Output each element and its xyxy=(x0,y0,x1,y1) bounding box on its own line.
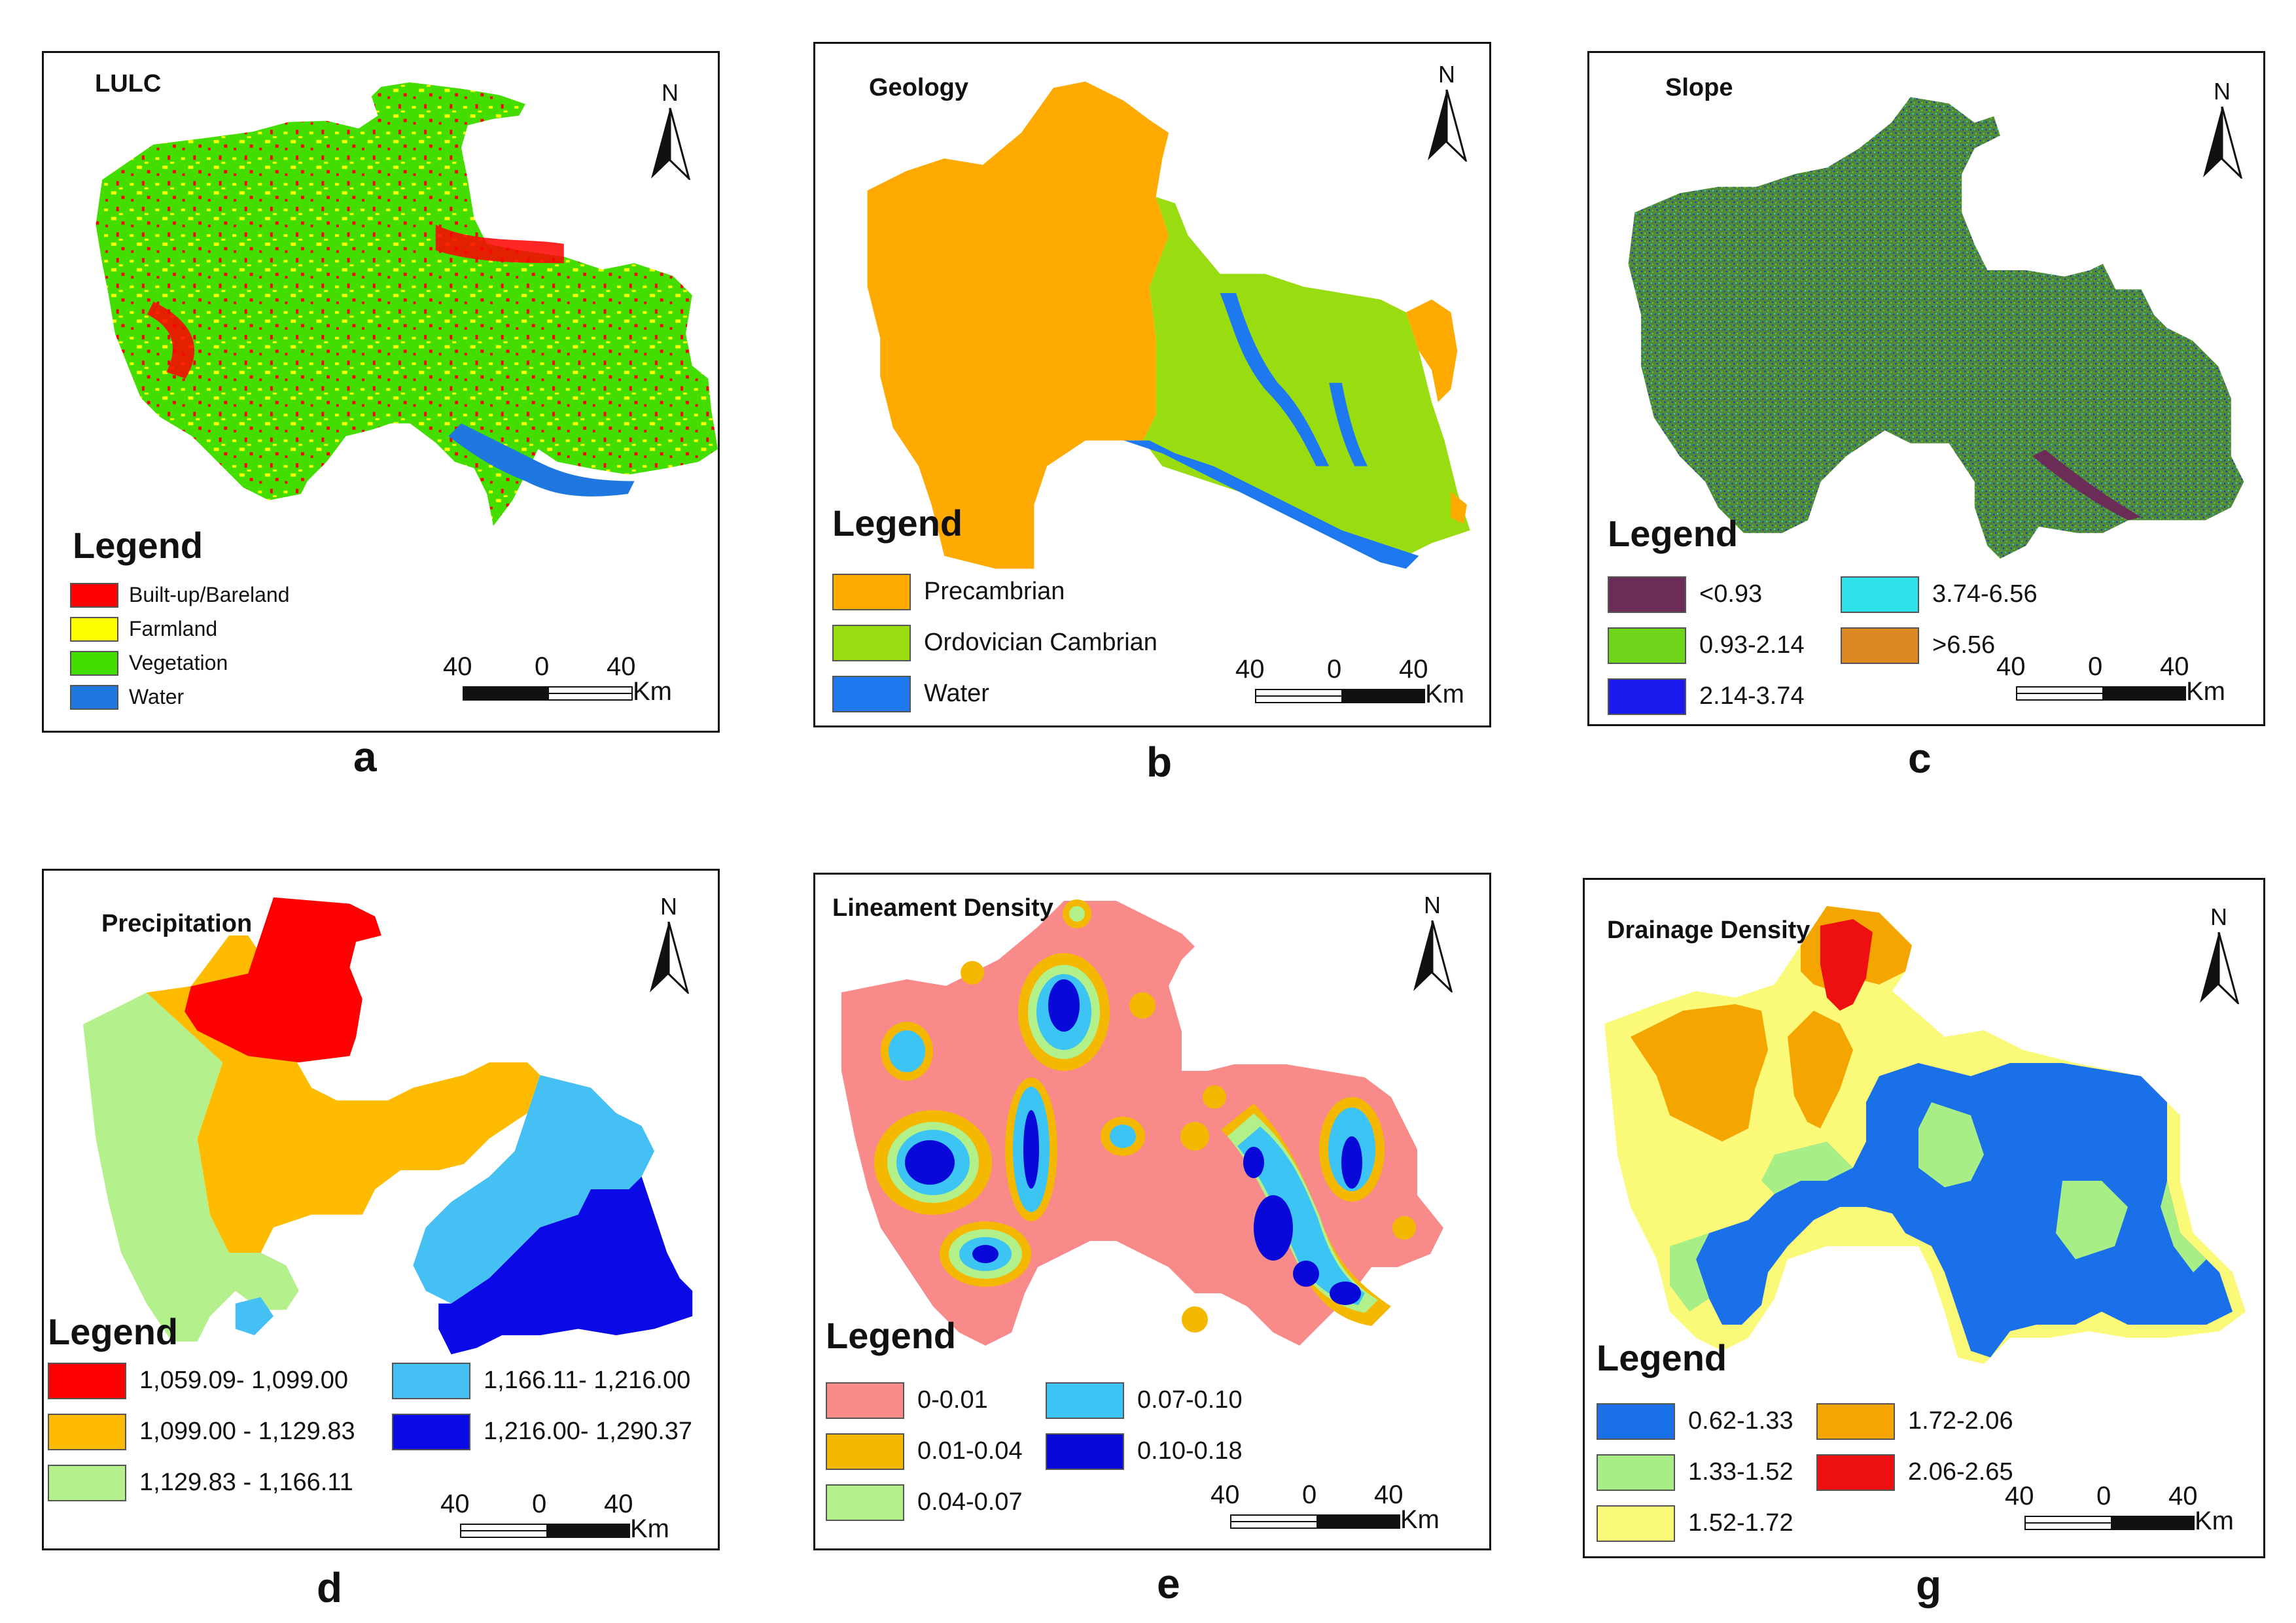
scale-bar: 40 0 40 Km xyxy=(1235,655,1464,708)
map-title: Geology xyxy=(869,74,969,101)
legend-label: Farmland xyxy=(129,617,218,640)
legend-swatch xyxy=(1608,678,1686,715)
panel-c-label: c xyxy=(1908,735,1932,782)
legend-swatch xyxy=(392,1414,470,1450)
legend-swatch xyxy=(1046,1382,1124,1419)
scale-bar: 40 0 40 Km xyxy=(443,652,672,706)
legend-label: 1.72-2.06 xyxy=(1908,1407,2013,1435)
panel-e-label: e xyxy=(1157,1560,1180,1607)
panel-g-label: g xyxy=(1916,1562,1942,1609)
legend-label: Water xyxy=(924,680,989,707)
legend-swatch xyxy=(1597,1505,1675,1542)
legend-swatch xyxy=(826,1433,904,1470)
legend-swatch xyxy=(1816,1403,1895,1440)
map-title: Precipitation xyxy=(101,910,253,937)
legend-label: 0.04-0.07 xyxy=(917,1488,1023,1516)
legend-label: 1,059.09- 1,099.00 xyxy=(139,1367,349,1394)
legend-label: Precambrian xyxy=(924,578,1065,605)
legend-swatch xyxy=(1608,627,1686,664)
geology-map-area xyxy=(867,81,1470,569)
legend-swatch xyxy=(1597,1454,1675,1491)
legend-label: 0.62-1.33 xyxy=(1688,1407,1793,1435)
drainage-density-map-area xyxy=(1604,906,2246,1364)
scale-bar: 40 0 40 Km xyxy=(1996,652,2225,706)
legend-label: 1,129.83 - 1,166.11 xyxy=(139,1469,353,1496)
legend-swatch xyxy=(70,583,118,608)
density-hotspots xyxy=(874,899,1416,1333)
legend-title: Legend xyxy=(73,525,203,566)
legend-swatch xyxy=(832,574,911,610)
lulc-map-area xyxy=(96,82,718,527)
legend-label: Ordovician Cambrian xyxy=(924,629,1157,656)
legend-swatch xyxy=(1597,1403,1675,1440)
legend-title: Legend xyxy=(48,1311,179,1352)
scale-bar: 40 0 40 Km xyxy=(440,1490,669,1543)
north-arrow: N xyxy=(646,893,692,998)
legend-swatch xyxy=(1841,627,1919,664)
north-arrow: N xyxy=(1409,892,1455,996)
legend-swatch xyxy=(70,617,118,642)
legend-label: 0.10-0.18 xyxy=(1137,1437,1243,1465)
panel-g-drainage-density-map: Drainage Density N Legend 0.62-1.33 1.33-… xyxy=(1583,878,2265,1558)
legend-title: Legend xyxy=(1608,513,1739,554)
map-title: Drainage Density xyxy=(1607,916,1810,944)
legend-label: 0-0.01 xyxy=(917,1386,988,1414)
legend-label: >6.56 xyxy=(1932,631,1996,659)
legend-swatch xyxy=(48,1363,126,1399)
legend-label: Vegetation xyxy=(129,651,228,674)
legend-swatch xyxy=(48,1414,126,1450)
legend-swatch xyxy=(1608,576,1686,613)
legend-swatch xyxy=(1046,1433,1124,1470)
legend-label: 3.74-6.56 xyxy=(1932,580,2038,608)
legend-label: 1.52-1.72 xyxy=(1688,1509,1793,1537)
legend-swatch xyxy=(392,1363,470,1399)
panel-a-label: a xyxy=(353,733,377,780)
map-title: Lineament Density xyxy=(832,894,1053,922)
legend-title: Legend xyxy=(832,502,963,544)
precipitation-map-area xyxy=(83,897,693,1355)
legend-label: 2.14-3.74 xyxy=(1699,682,1805,710)
legend-swatch xyxy=(1816,1454,1895,1491)
legend-label: Water xyxy=(129,685,185,708)
legend-title: Legend xyxy=(1597,1337,1727,1378)
legend-swatch xyxy=(832,625,911,661)
legend-swatch xyxy=(70,651,118,676)
scale-bar: 40 0 40 Km xyxy=(1210,1480,1439,1534)
legend-swatch xyxy=(1841,576,1919,613)
legend-label: 1.33-1.52 xyxy=(1688,1458,1793,1486)
panel-b-geology-map: Geology N Legend Precambrian Ordovician C… xyxy=(813,42,1491,727)
legend-label: 1,216.00- 1,290.37 xyxy=(484,1418,693,1445)
legend-label: 0.07-0.10 xyxy=(1137,1386,1243,1414)
panel-b-label: b xyxy=(1146,739,1173,786)
scale-bar: 40 0 40 Km xyxy=(2005,1482,2234,1535)
legend-label: <0.93 xyxy=(1699,580,1763,608)
lineament-density-map-area xyxy=(841,899,1443,1346)
legend-label: 1,166.11- 1,216.00 xyxy=(484,1367,691,1394)
panel-a-lulc-map: LULC N Legend Built-up/Bareland Farmland V… xyxy=(42,51,720,733)
north-arrow: N xyxy=(2196,903,2242,1008)
north-arrow: N xyxy=(2199,78,2245,183)
legend-label: Built-up/Bareland xyxy=(129,583,290,606)
legend-swatch xyxy=(826,1484,904,1521)
legend-label: 0.93-2.14 xyxy=(1699,631,1805,659)
panel-e-lineament-density-map: Lineament Density xyxy=(813,873,1491,1550)
legend-swatch xyxy=(70,685,118,710)
map-title: LULC xyxy=(95,70,162,97)
slope-map-area xyxy=(1628,97,2244,559)
legend-label: 0.01-0.04 xyxy=(917,1437,1023,1465)
north-arrow: N xyxy=(1424,61,1470,166)
legend-swatch xyxy=(826,1382,904,1419)
panel-c-slope-map: Slope N Legend <0.93 0.93-2.14 2.14-3.74 3.… xyxy=(1587,51,2265,726)
legend-title: Legend xyxy=(826,1315,957,1356)
panel-d-precipitation-map: Precipitation N Legend 1,059.09- 1,099.0… xyxy=(42,869,720,1550)
legend-swatch xyxy=(832,676,911,712)
legend-label: 1,099.00 - 1,129.83 xyxy=(139,1418,355,1445)
north-arrow: N xyxy=(647,79,693,184)
legend-label: 2.06-2.65 xyxy=(1908,1458,2013,1486)
panel-d-label: d xyxy=(317,1564,343,1611)
map-title: Slope xyxy=(1665,74,1733,101)
legend-swatch xyxy=(48,1465,126,1501)
